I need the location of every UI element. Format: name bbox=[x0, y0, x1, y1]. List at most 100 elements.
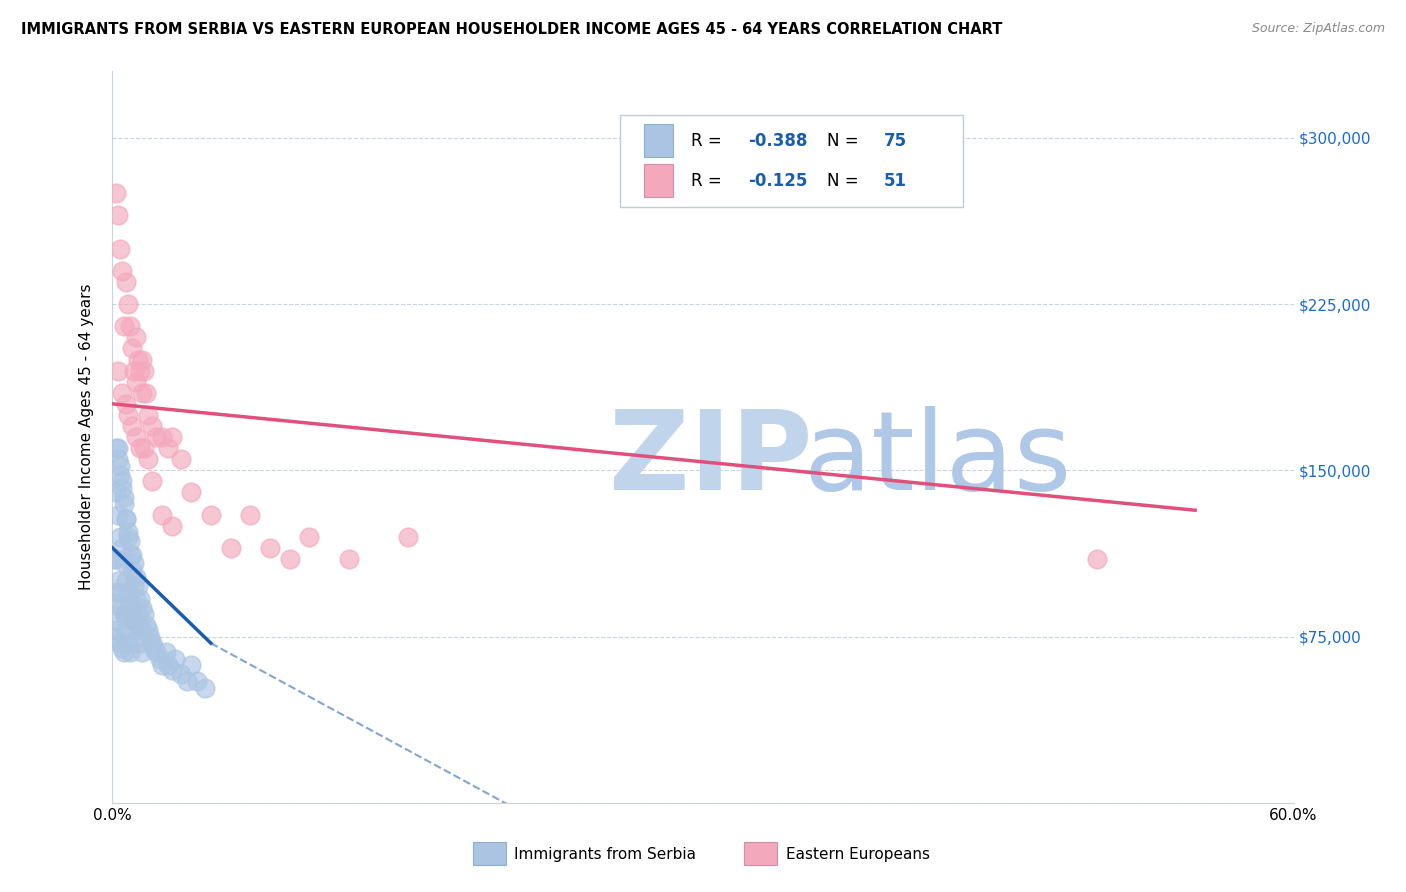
Point bbox=[127, 352, 149, 367]
Point bbox=[117, 408, 139, 422]
Point bbox=[121, 342, 143, 356]
Point bbox=[117, 297, 139, 311]
Point bbox=[129, 618, 152, 632]
Point bbox=[160, 430, 183, 444]
Point bbox=[186, 673, 208, 688]
Point bbox=[120, 596, 142, 610]
Point bbox=[132, 607, 155, 622]
Point bbox=[112, 645, 135, 659]
Point bbox=[141, 636, 163, 650]
Point bbox=[170, 452, 193, 467]
Point bbox=[120, 600, 142, 615]
Point bbox=[155, 645, 177, 659]
Point bbox=[150, 508, 173, 522]
Point bbox=[129, 636, 152, 650]
Point bbox=[117, 525, 139, 540]
Text: Source: ZipAtlas.com: Source: ZipAtlas.com bbox=[1251, 22, 1385, 36]
Point bbox=[110, 530, 132, 544]
Point bbox=[117, 636, 139, 650]
Point bbox=[131, 352, 153, 367]
Point bbox=[111, 385, 134, 400]
Point bbox=[135, 618, 157, 632]
Point bbox=[110, 467, 132, 482]
Point bbox=[122, 363, 145, 377]
Text: -0.388: -0.388 bbox=[748, 132, 807, 150]
Point bbox=[141, 419, 163, 434]
Point bbox=[121, 563, 143, 577]
Point bbox=[127, 578, 149, 592]
Point bbox=[111, 264, 134, 278]
Point bbox=[120, 534, 142, 549]
Point bbox=[112, 490, 135, 504]
Point bbox=[170, 667, 193, 681]
Y-axis label: Householder Income Ages 45 - 64 years: Householder Income Ages 45 - 64 years bbox=[79, 284, 94, 591]
Point bbox=[125, 330, 148, 344]
Point bbox=[115, 607, 138, 622]
Point bbox=[107, 363, 129, 377]
Point bbox=[150, 658, 173, 673]
Point bbox=[115, 574, 138, 589]
Point bbox=[105, 585, 128, 599]
Text: Eastern Europeans: Eastern Europeans bbox=[786, 847, 929, 862]
Bar bbox=[644, 164, 673, 196]
Point bbox=[278, 552, 301, 566]
Point bbox=[107, 441, 129, 455]
Point bbox=[115, 623, 138, 637]
Point bbox=[103, 630, 125, 644]
Point bbox=[105, 552, 128, 566]
Point bbox=[165, 651, 187, 665]
Point bbox=[105, 186, 128, 201]
Point bbox=[105, 623, 128, 637]
Point bbox=[117, 530, 139, 544]
Point bbox=[127, 618, 149, 632]
Point bbox=[129, 591, 152, 606]
Point bbox=[239, 508, 262, 522]
Point bbox=[111, 600, 134, 615]
Point bbox=[180, 658, 202, 673]
Point bbox=[156, 658, 179, 673]
Point bbox=[115, 397, 138, 411]
Point bbox=[111, 640, 134, 655]
Point bbox=[145, 645, 167, 659]
Point bbox=[110, 242, 132, 256]
Point bbox=[105, 485, 128, 500]
Point bbox=[107, 508, 129, 522]
Point bbox=[180, 485, 202, 500]
Point bbox=[112, 319, 135, 334]
Point bbox=[125, 623, 148, 637]
Point bbox=[120, 548, 142, 562]
Point bbox=[112, 557, 135, 571]
Point bbox=[107, 574, 129, 589]
Point bbox=[136, 452, 159, 467]
Point bbox=[105, 441, 128, 455]
Point bbox=[129, 363, 152, 377]
Point bbox=[127, 630, 149, 644]
Point bbox=[112, 497, 135, 511]
Bar bbox=[472, 841, 506, 865]
Text: ZIP: ZIP bbox=[609, 406, 811, 513]
Point bbox=[129, 441, 152, 455]
Bar bbox=[744, 841, 778, 865]
Point bbox=[145, 430, 167, 444]
Point bbox=[110, 458, 132, 473]
Point bbox=[112, 607, 135, 622]
Point bbox=[337, 552, 360, 566]
Text: Immigrants from Serbia: Immigrants from Serbia bbox=[515, 847, 696, 862]
Point bbox=[122, 557, 145, 571]
Point bbox=[115, 512, 138, 526]
Point bbox=[120, 645, 142, 659]
Point bbox=[121, 607, 143, 622]
Point bbox=[107, 614, 129, 628]
Point bbox=[122, 578, 145, 592]
Point bbox=[142, 640, 165, 655]
Point bbox=[125, 591, 148, 606]
Point bbox=[135, 385, 157, 400]
Point bbox=[131, 645, 153, 659]
Point bbox=[115, 512, 138, 526]
Point bbox=[194, 681, 217, 695]
Point bbox=[111, 475, 134, 489]
Bar bbox=[644, 124, 673, 157]
Text: IMMIGRANTS FROM SERBIA VS EASTERN EUROPEAN HOUSEHOLDER INCOME AGES 45 - 64 YEARS: IMMIGRANTS FROM SERBIA VS EASTERN EUROPE… bbox=[21, 22, 1002, 37]
Point bbox=[103, 552, 125, 566]
Point bbox=[139, 630, 162, 644]
